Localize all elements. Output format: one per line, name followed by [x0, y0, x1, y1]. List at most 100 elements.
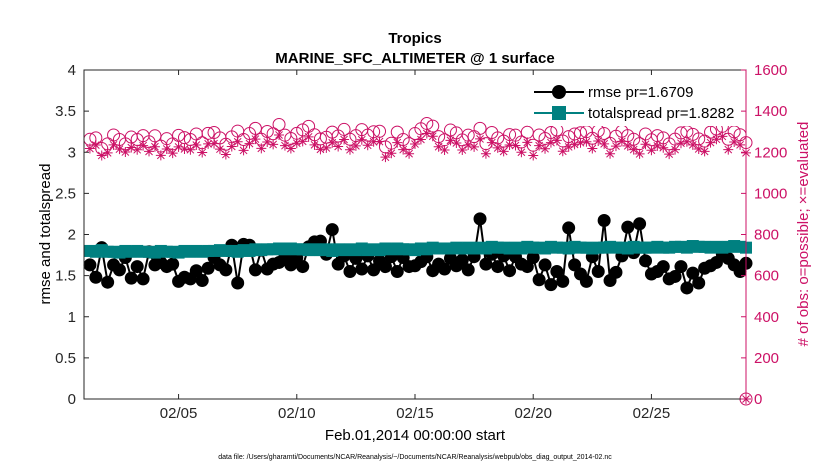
data-point — [599, 138, 610, 149]
data-point — [674, 260, 688, 274]
data-point — [687, 139, 698, 150]
data-point — [587, 143, 598, 154]
data-point — [579, 274, 593, 288]
data-point — [628, 144, 639, 155]
data-point — [646, 145, 657, 156]
data-point — [390, 265, 404, 279]
data-point — [516, 147, 527, 158]
y-tick-label: 1 — [68, 309, 76, 326]
data-point — [84, 143, 95, 154]
data-point — [616, 136, 627, 147]
data-point — [132, 144, 143, 155]
legend: rmse pr=1.6709 totalspread pr=1.8282 — [528, 78, 740, 126]
y2-tick-label: 200 — [754, 350, 779, 367]
data-point — [83, 258, 97, 272]
data-point — [475, 133, 486, 144]
data-point — [327, 137, 338, 148]
data-point — [248, 263, 262, 277]
x-tick-label: 02/20 — [514, 405, 552, 422]
data-point — [563, 141, 574, 152]
data-point — [455, 253, 469, 267]
data-point — [398, 144, 409, 155]
data-point — [232, 136, 243, 147]
data-point — [491, 260, 505, 274]
data-point — [374, 136, 385, 147]
data-point — [144, 146, 155, 157]
data-point — [622, 140, 633, 151]
y-tick-label: 0 — [68, 391, 76, 408]
data-point — [90, 140, 101, 151]
y2-tick-label: 1400 — [754, 103, 787, 120]
data-point — [480, 148, 491, 159]
data-point — [562, 221, 576, 235]
data-point — [339, 134, 350, 145]
data-point — [89, 270, 103, 284]
data-point — [161, 143, 172, 154]
x-axis: 02/05 02/10 02/15 02/20 02/25 — [160, 70, 670, 422]
data-point — [262, 136, 273, 147]
data-point — [575, 137, 586, 148]
data-point — [668, 269, 682, 283]
left-y-axis: 0 0.5 1 1.5 2 2.5 3 3.5 4 — [55, 62, 89, 408]
data-point — [528, 150, 539, 161]
data-point — [556, 274, 570, 288]
data-point — [473, 212, 487, 226]
y2-tick-label: 600 — [754, 268, 779, 285]
data-point — [201, 261, 215, 275]
data-point — [136, 272, 150, 286]
data-point — [368, 136, 379, 147]
y-tick-label: 0.5 — [55, 350, 76, 367]
data-point — [378, 260, 392, 274]
data-point — [108, 139, 119, 150]
y2-tick-label: 1600 — [754, 62, 787, 79]
data-point — [355, 262, 369, 276]
data-point — [522, 137, 533, 148]
data-point — [492, 142, 503, 153]
data-point — [96, 150, 107, 161]
data-point — [172, 128, 186, 142]
data-point — [656, 260, 670, 274]
data-point — [185, 144, 196, 155]
data-point — [639, 254, 653, 268]
data-point — [593, 135, 604, 146]
data-point — [591, 265, 605, 279]
x-tick-label: 02/10 — [278, 405, 316, 422]
x-axis-label: Feb.01,2014 00:00:00 start — [325, 427, 506, 444]
data-point — [344, 144, 355, 155]
y2-tick-label: 400 — [754, 309, 779, 326]
data-point — [439, 144, 450, 155]
data-point — [609, 265, 623, 279]
data-point — [191, 140, 202, 151]
data-point — [486, 137, 497, 148]
data-point — [120, 147, 131, 158]
data-point — [325, 223, 339, 237]
data-point — [296, 260, 310, 274]
data-point — [179, 143, 190, 154]
data-point — [597, 214, 611, 228]
data-point — [457, 144, 468, 155]
data-point — [735, 139, 746, 150]
data-point — [664, 149, 675, 160]
x-tick-label: 02/25 — [633, 405, 671, 422]
right-y-axis: 0 200 400 600 800 1000 1200 1400 1600 — [741, 62, 787, 408]
data-point — [498, 146, 509, 157]
data-point — [231, 276, 245, 290]
data-point — [167, 148, 178, 159]
chart-subtitle: MARINE_SFC_ALTIMETER @ 1 surface — [275, 50, 554, 67]
data-point — [433, 141, 444, 152]
y-tick-label: 1.5 — [55, 268, 76, 285]
data-point — [461, 263, 475, 277]
data-point — [717, 131, 728, 142]
data-point — [634, 148, 645, 159]
y2-tick-label: 0 — [754, 391, 762, 408]
data-point — [404, 148, 415, 159]
data-point — [421, 128, 432, 139]
data-point — [711, 134, 722, 145]
data-point — [681, 136, 692, 147]
y-tick-label: 3 — [68, 144, 76, 161]
x-tick-label: 02/15 — [396, 405, 434, 422]
data-point — [291, 138, 302, 149]
data-point — [321, 142, 332, 153]
data-point — [279, 140, 290, 151]
